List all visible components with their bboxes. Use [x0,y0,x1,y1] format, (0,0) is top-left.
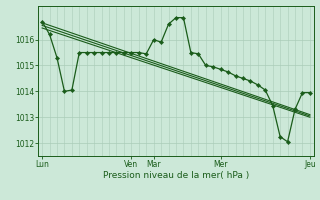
X-axis label: Pression niveau de la mer( hPa ): Pression niveau de la mer( hPa ) [103,171,249,180]
